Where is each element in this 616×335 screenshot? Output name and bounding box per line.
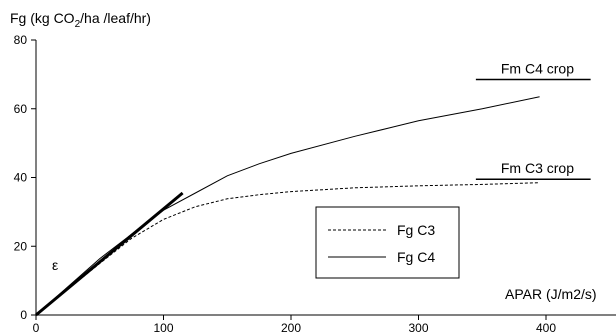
- y-axis-label-suffix: /ha /leaf/hr): [80, 10, 151, 26]
- y-axis-label-prefix: Fg (kg CO: [10, 10, 75, 26]
- legend-label-fg-c4: Fg C4: [397, 249, 435, 265]
- y-tick-label: 0: [20, 308, 27, 322]
- legend: Fg C3 Fg C4: [315, 206, 460, 279]
- y-axis-label-subscript: 2: [75, 19, 81, 30]
- epsilon-slope-line: [35, 191, 184, 317]
- y-tick-label: 80: [14, 33, 28, 47]
- epsilon-symbol: ε: [52, 257, 58, 273]
- series-line-fg-c3: [35, 182, 540, 316]
- y-tick-label: 40: [14, 171, 28, 185]
- series-line-fg-c4: [35, 96, 540, 316]
- x-axis-label: APAR (J/m2/s): [505, 286, 597, 302]
- axes: 0 100 200 300 400 0 20 40 60 80: [14, 33, 616, 335]
- y-tick-label: 20: [14, 239, 28, 253]
- legend-box: [315, 206, 460, 279]
- annotations: ε Fm C4 crop Fm C3 crop: [35, 61, 591, 317]
- x-tick-label: 0: [33, 321, 40, 335]
- x-tick-label: 300: [408, 321, 428, 335]
- series-group: [35, 96, 540, 316]
- x-tick-label: 200: [281, 321, 301, 335]
- y-axis-label: Fg (kg CO2/ha /leaf/hr): [10, 10, 151, 30]
- y-tick-label: 60: [14, 102, 28, 116]
- legend-label-fg-c3: Fg C3: [397, 222, 435, 238]
- fm-c3-crop-label: Fm C3 crop: [501, 160, 574, 176]
- x-tick-label: 400: [536, 321, 556, 335]
- fm-c4-crop-label: Fm C4 crop: [501, 61, 574, 77]
- x-tick-label: 100: [153, 321, 173, 335]
